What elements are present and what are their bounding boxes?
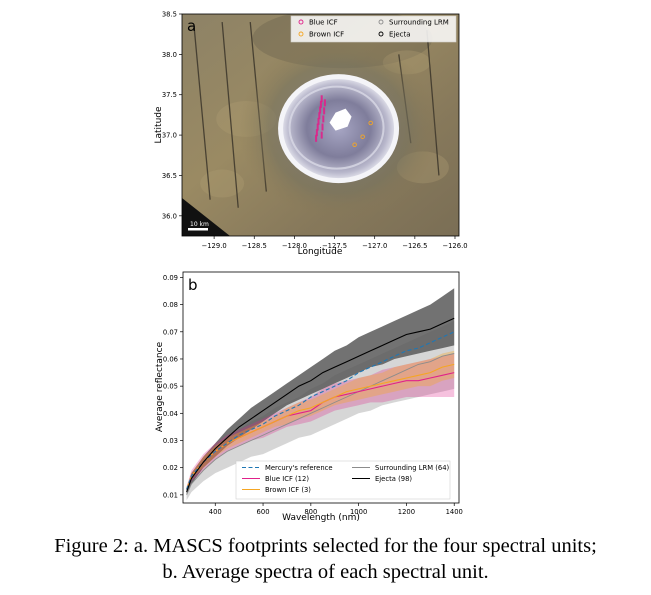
y-tick-label-a: 38.5 xyxy=(162,11,177,19)
y-tick-label-b: 0.04 xyxy=(163,410,178,418)
y-tick-label-b: 0.06 xyxy=(163,355,178,363)
blue-icf-footprint xyxy=(315,134,318,142)
legend-label-a: Surrounding LRM xyxy=(389,19,449,27)
caption-line-2: b. Average spectra of each spectral unit… xyxy=(162,561,489,583)
brown-icf-footprint xyxy=(360,134,365,139)
y-tick-label-a: 37.0 xyxy=(162,132,177,140)
legend-marker-a xyxy=(298,19,304,25)
panel-label-b: b xyxy=(188,276,198,294)
panel-b-spectra: 400 600 800 1000 1200 1400 0.01 0.02 0.03 0.04 0.0… xyxy=(150,265,470,527)
ejecta-spectrum-line xyxy=(186,317,455,493)
blue-icf-footprint xyxy=(319,100,322,108)
no-data-corner xyxy=(182,198,230,236)
blue-icf-footprint xyxy=(323,107,326,115)
blue-icf-footprint xyxy=(323,99,326,107)
central-bright-deposit xyxy=(329,108,352,131)
y-tick-label-a: 36.5 xyxy=(162,172,177,180)
blue-icf-footprint xyxy=(321,123,324,131)
legend-box-a xyxy=(290,15,457,43)
panel-label-a: a xyxy=(187,17,196,35)
legend-box-b xyxy=(235,460,451,500)
legend-label-b: Surrounding LRM (64) xyxy=(375,464,450,472)
legend-marker-a xyxy=(378,31,384,37)
crater-inner-terrace xyxy=(288,85,385,170)
map-figure: −129.0 −128.5 −128.0 −127.5 −127.0 −126.5 −126… xyxy=(154,11,468,258)
y-tick-label-a: 38.0 xyxy=(162,51,177,59)
blue-icf-footprint xyxy=(315,129,318,137)
blue-icf-footprint xyxy=(316,123,319,131)
map-frame xyxy=(181,13,460,237)
x-tick-label-b: 1200 xyxy=(398,508,415,516)
spectra-chart: 400 600 800 1000 1200 1400 0.01 0.02 0.03 0.04 0.0… xyxy=(155,271,463,523)
y-tick-label-b: 0.07 xyxy=(163,328,178,336)
y-axis-label-a: Latitude xyxy=(154,106,164,144)
panel-a-map: −129.0 −128.5 −128.0 −127.5 −127.0 −126.5 −126… xyxy=(150,5,480,260)
map-legend: Blue ICF Brown ICF Surrounding LRM Ejecta xyxy=(290,15,457,43)
mercury-reference-spectrum-line xyxy=(186,331,455,490)
figure-caption: Figure 2: a. MASCS footprints selected f… xyxy=(0,533,651,585)
x-tick-label-a: −126.5 xyxy=(402,242,427,250)
x-tick-label-b: 800 xyxy=(304,508,317,516)
y-tick-label-a: 36.0 xyxy=(162,212,177,220)
x-tick-label-a: −126.0 xyxy=(442,242,467,250)
surrounding-lrm-spread-band xyxy=(186,320,455,501)
surrounding-lrm-spectrum-line xyxy=(186,353,455,495)
legend-label-a: Ejecta xyxy=(389,31,411,39)
terrain-patch xyxy=(200,169,245,198)
x-tick-label-a: −128.0 xyxy=(282,242,307,250)
blue-icf-footprint xyxy=(319,106,322,114)
y-tick-label-b: 0.03 xyxy=(163,437,178,445)
legend-label-a: Brown ICF xyxy=(309,31,344,39)
y-tick-label-b: 0.02 xyxy=(163,464,178,472)
footprint-track xyxy=(193,26,211,200)
legend-label-a: Blue ICF xyxy=(309,19,338,27)
y-axis-label-b: Average reflectance xyxy=(155,341,165,432)
x-tick-label-a: −129.0 xyxy=(202,242,227,250)
x-tick-label-b: 1400 xyxy=(446,508,463,516)
x-tick-label-a: −127.5 xyxy=(322,242,347,250)
y-tick-label-a: 37.5 xyxy=(162,91,177,99)
spectra-legend: Mercury's reference Blue ICF (12) Brown IC… xyxy=(235,460,451,500)
brown-icf-footprint xyxy=(352,142,357,148)
y-tick-label-b: 0.01 xyxy=(163,491,178,499)
crater-rim xyxy=(278,74,400,184)
x-tick-label-b: 400 xyxy=(209,508,222,516)
y-tick-label-b: 0.08 xyxy=(163,301,178,309)
blue-icf-footprint xyxy=(322,115,325,123)
x-tick-label-a: −127.0 xyxy=(362,242,387,250)
x-axis-label-a: Longitude xyxy=(298,247,343,257)
x-axis-label-b: Wavelength (nm) xyxy=(282,513,360,523)
footprint-track xyxy=(221,22,239,208)
blue-icf-footprint xyxy=(320,95,323,103)
legend-marker-a xyxy=(298,31,304,37)
caption-line-1: Figure 2: a. MASCS footprints selected f… xyxy=(54,535,597,557)
x-tick-label-b: 600 xyxy=(257,508,270,516)
scale-bar-label: 10 km xyxy=(190,221,209,228)
blue-icf-footprint xyxy=(320,131,323,139)
y-tick-label-b: 0.05 xyxy=(163,383,178,391)
legend-label-b: Blue ICF (12) xyxy=(265,475,309,483)
brown-icf-footprint xyxy=(368,120,373,126)
ejecta-spread-band xyxy=(186,288,455,495)
x-tick-label-b: 1000 xyxy=(350,508,367,516)
x-tick-label-a: −128.5 xyxy=(242,242,267,250)
legend-marker-a xyxy=(378,19,384,25)
blue-icf-footprint xyxy=(318,112,321,120)
y-tick-label-b: 0.09 xyxy=(163,274,178,282)
legend-label-b: Brown ICF (3) xyxy=(265,486,311,494)
brown-icf-spread-band xyxy=(186,350,455,493)
blue-icf-spread-band xyxy=(186,353,455,493)
legend-label-b: Ejecta (98) xyxy=(375,475,412,483)
blue-icf-footprint xyxy=(317,117,320,125)
legend-label-b: Mercury's reference xyxy=(265,464,333,472)
scale-bar: 10 km xyxy=(188,221,209,231)
